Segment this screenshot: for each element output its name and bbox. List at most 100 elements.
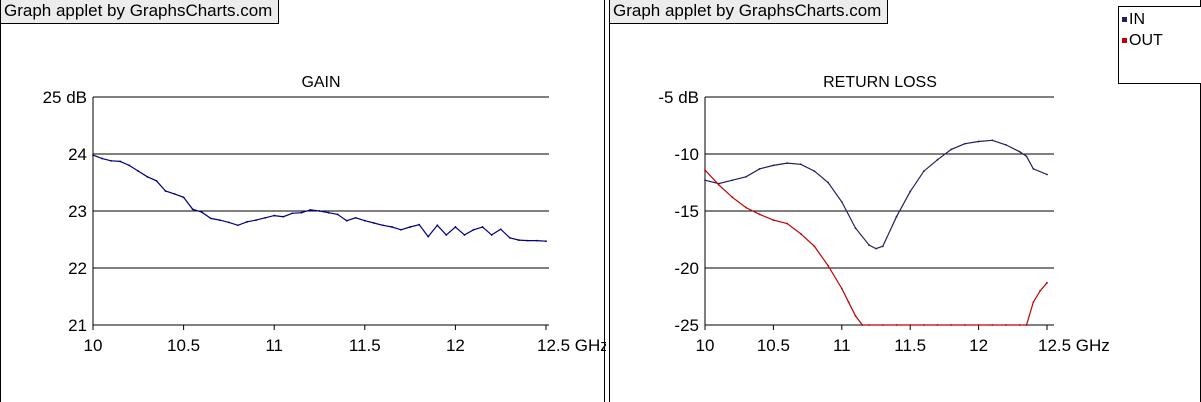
data-point bbox=[182, 196, 185, 199]
data-point bbox=[895, 324, 898, 326]
credit-label[interactable]: Graph applet by GraphsCharts.com bbox=[610, 0, 889, 24]
y-tick-label: -25 bbox=[674, 316, 699, 335]
data-point bbox=[155, 179, 158, 182]
data-point bbox=[1005, 324, 1007, 326]
data-point bbox=[418, 223, 421, 226]
y-tick-label: 21 bbox=[68, 316, 87, 335]
data-point bbox=[936, 324, 939, 326]
data-point bbox=[991, 139, 994, 142]
chart-title: RETURN LOSS bbox=[823, 74, 937, 91]
x-tick-label: 10.5 bbox=[757, 336, 790, 355]
data-point bbox=[786, 222, 788, 225]
data-point bbox=[1032, 301, 1035, 304]
x-tick-label: 12 bbox=[446, 336, 465, 355]
x-tick-label: 11 bbox=[833, 336, 851, 355]
data-point bbox=[92, 154, 94, 157]
data-point bbox=[382, 224, 384, 227]
data-point bbox=[173, 193, 176, 195]
data-point bbox=[164, 190, 167, 192]
data-point bbox=[704, 169, 706, 171]
data-point bbox=[1039, 289, 1042, 292]
x-tick-label: 10.5 bbox=[167, 336, 200, 355]
x-tick-label: 11.5 bbox=[349, 336, 381, 355]
credit-label[interactable]: Graph applet by GraphsCharts.com bbox=[1, 0, 280, 24]
data-point bbox=[854, 314, 857, 317]
data-point bbox=[536, 239, 538, 242]
data-point bbox=[200, 211, 203, 214]
y-tick-label: 24 bbox=[68, 145, 87, 164]
y-tick-label: -10 bbox=[674, 145, 699, 164]
data-point bbox=[1046, 173, 1048, 176]
data-point bbox=[400, 228, 402, 231]
data-point bbox=[391, 226, 393, 228]
data-point bbox=[526, 239, 529, 242]
data-point bbox=[427, 235, 430, 238]
x-tick-label: 12.5 GHz bbox=[537, 336, 606, 355]
data-point bbox=[237, 224, 239, 227]
y-tick-label: -15 bbox=[674, 202, 699, 221]
data-point bbox=[922, 324, 925, 326]
data-point bbox=[950, 324, 953, 326]
data-point bbox=[517, 239, 520, 241]
data-point bbox=[964, 142, 966, 145]
data-point bbox=[909, 190, 912, 193]
data-point bbox=[218, 219, 221, 222]
data-point bbox=[110, 159, 113, 162]
legend-item-in: IN bbox=[1119, 9, 1201, 30]
data-point bbox=[909, 324, 912, 326]
legend-label-in: IN bbox=[1129, 10, 1145, 28]
data-point bbox=[977, 324, 980, 326]
data-point bbox=[745, 206, 747, 209]
y-tick-label: 25 dB bbox=[43, 88, 87, 107]
data-point bbox=[1005, 143, 1007, 146]
x-tick-label: 10 bbox=[696, 336, 715, 355]
data-point bbox=[282, 215, 285, 218]
series-line-out bbox=[704, 169, 1048, 326]
data-point bbox=[977, 140, 980, 143]
data-point bbox=[772, 219, 775, 222]
data-point bbox=[209, 217, 212, 220]
data-point bbox=[881, 245, 884, 248]
data-point bbox=[345, 219, 348, 222]
data-point bbox=[246, 220, 248, 223]
data-point bbox=[354, 216, 357, 219]
data-point bbox=[847, 301, 850, 304]
data-point bbox=[499, 228, 502, 231]
data-point bbox=[964, 324, 966, 326]
data-point bbox=[101, 157, 103, 160]
data-point bbox=[273, 214, 276, 217]
data-point bbox=[309, 208, 312, 211]
data-point bbox=[731, 179, 734, 182]
x-tick-label: 11 bbox=[265, 336, 283, 355]
data-point bbox=[786, 162, 788, 165]
data-point bbox=[731, 196, 734, 199]
data-point bbox=[137, 170, 140, 173]
data-point bbox=[119, 160, 122, 163]
chart-title: GAIN bbox=[301, 74, 340, 91]
data-point bbox=[1025, 324, 1028, 326]
data-point bbox=[1018, 150, 1021, 153]
data-point bbox=[255, 219, 257, 222]
data-point bbox=[436, 224, 439, 227]
data-point bbox=[813, 170, 816, 173]
data-point bbox=[991, 324, 994, 326]
data-point bbox=[717, 183, 720, 186]
data-point bbox=[868, 324, 871, 326]
legend-item-out: OUT bbox=[1119, 30, 1201, 51]
legend: IN OUT bbox=[1118, 6, 1201, 84]
data-point bbox=[758, 213, 761, 216]
y-tick-label: -20 bbox=[674, 259, 699, 278]
data-point bbox=[300, 211, 303, 214]
data-point bbox=[372, 222, 375, 224]
data-point bbox=[868, 244, 871, 247]
data-point bbox=[545, 240, 547, 243]
data-point bbox=[454, 226, 457, 228]
data-point bbox=[875, 247, 877, 250]
data-point bbox=[950, 148, 953, 151]
data-point bbox=[1018, 324, 1021, 326]
data-point bbox=[881, 324, 884, 326]
legend-label-out: OUT bbox=[1129, 31, 1163, 49]
data-point bbox=[813, 245, 816, 248]
